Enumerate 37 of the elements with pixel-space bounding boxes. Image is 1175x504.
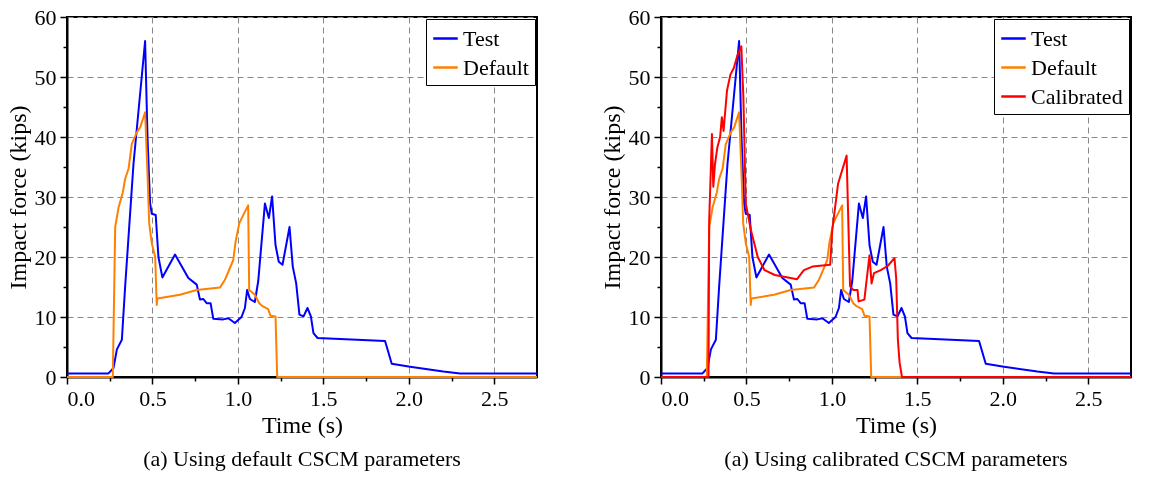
legend-label: Default bbox=[463, 54, 529, 80]
y-tick-label: 50 bbox=[628, 64, 651, 90]
x-tick-label: 2.0 bbox=[989, 385, 1018, 411]
y-tick-label: 20 bbox=[628, 244, 651, 270]
x-tick-label: 0.0 bbox=[67, 385, 95, 411]
y-tick-label: 0 bbox=[45, 364, 57, 390]
x-tick-label: 1.5 bbox=[904, 385, 932, 411]
y-tick-label: 30 bbox=[34, 184, 57, 210]
y-axis-title: Impact force (kips) bbox=[598, 105, 625, 290]
legend-label: Calibrated bbox=[1031, 83, 1123, 109]
x-axis-title: Time (s) bbox=[855, 411, 938, 438]
x-axis-title: Time (s) bbox=[261, 411, 344, 438]
y-tick-label: 50 bbox=[34, 64, 57, 90]
x-tick-label: 1.5 bbox=[310, 385, 338, 411]
text: (a) Using default CSCM parameters bbox=[143, 446, 461, 471]
y-tick-label: 40 bbox=[34, 124, 57, 150]
x-tick-label: 0.5 bbox=[733, 385, 761, 411]
y-tick-label: 60 bbox=[628, 4, 651, 30]
y-tick-label: 0 bbox=[639, 364, 651, 390]
text: (a) Using calibrated CSCM parameters bbox=[724, 446, 1068, 471]
y-tick-label: 10 bbox=[34, 304, 57, 330]
legend-label: Test bbox=[463, 25, 500, 51]
x-tick-label: 2.5 bbox=[1075, 385, 1103, 411]
y-tick-label: 20 bbox=[34, 244, 57, 270]
x-tick-label: 0.5 bbox=[139, 385, 167, 411]
y-tick-label: 30 bbox=[628, 184, 651, 210]
y-tick-label: 10 bbox=[628, 304, 651, 330]
y-tick-label: 40 bbox=[628, 124, 651, 150]
x-tick-label: 2.0 bbox=[395, 385, 424, 411]
legend-label: Test bbox=[1031, 25, 1068, 51]
x-tick-label: 1.0 bbox=[818, 385, 847, 411]
x-tick-label: 2.5 bbox=[481, 385, 509, 411]
x-tick-label: 0.0 bbox=[661, 385, 689, 411]
legend-label: Default bbox=[1031, 54, 1097, 80]
y-axis-title: Impact force (kips) bbox=[4, 105, 31, 290]
y-tick-label: 60 bbox=[34, 4, 57, 30]
x-tick-label: 1.0 bbox=[224, 385, 253, 411]
